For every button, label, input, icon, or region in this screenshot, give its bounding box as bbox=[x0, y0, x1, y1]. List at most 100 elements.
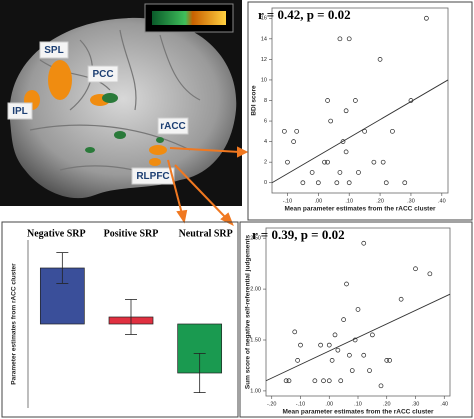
point bbox=[325, 98, 330, 103]
point bbox=[334, 180, 340, 186]
point bbox=[328, 118, 334, 124]
brain bbox=[9, 17, 237, 199]
y-tick-label: 4 bbox=[264, 139, 267, 145]
x-tick-label: .20 bbox=[376, 198, 384, 204]
point bbox=[335, 347, 341, 353]
point bbox=[347, 352, 352, 358]
category-label: Positive SRP bbox=[104, 228, 159, 239]
point bbox=[321, 378, 326, 384]
x-tick-label: .00 bbox=[314, 198, 322, 204]
x-tick-label: .20 bbox=[383, 401, 391, 407]
point bbox=[282, 128, 287, 134]
category-label: Negative SRP bbox=[27, 228, 86, 239]
fit-line bbox=[265, 293, 451, 382]
point bbox=[343, 108, 349, 114]
point bbox=[295, 358, 300, 363]
x-axis-title: Mean parameter estimates from the rACC c… bbox=[283, 409, 434, 416]
region-label: PCC bbox=[92, 69, 113, 80]
point bbox=[283, 378, 289, 384]
point bbox=[326, 342, 332, 348]
point bbox=[361, 352, 367, 358]
y-tick-label: 1.00 bbox=[250, 388, 261, 394]
region-label: RLPFC bbox=[136, 171, 169, 182]
point bbox=[285, 159, 290, 165]
point bbox=[337, 36, 343, 42]
point bbox=[329, 358, 335, 363]
x-tick-label: .30 bbox=[412, 401, 420, 407]
y-axis-title: Sum score of negative self-referential j… bbox=[245, 235, 252, 390]
point bbox=[377, 57, 383, 62]
panel-frame bbox=[247, 1, 473, 221]
y-tick-label: 2.50 bbox=[250, 236, 261, 242]
point bbox=[346, 36, 352, 42]
point bbox=[355, 307, 361, 312]
plot-area bbox=[271, 7, 449, 194]
y-tick-label: 0 bbox=[264, 180, 267, 186]
region-label: IPL bbox=[12, 106, 28, 117]
x-tick-label: .40 bbox=[438, 198, 446, 204]
y-tick-label: 10 bbox=[261, 77, 267, 83]
y-tick-label: 12 bbox=[261, 57, 267, 63]
point bbox=[387, 358, 392, 363]
point bbox=[294, 128, 300, 134]
point bbox=[340, 139, 346, 144]
point bbox=[361, 240, 367, 246]
y-tick-label: 16 bbox=[261, 16, 267, 22]
point bbox=[318, 342, 323, 348]
annotation: r = 0.42, p = 0.02 bbox=[258, 7, 351, 22]
point bbox=[371, 159, 377, 165]
point bbox=[337, 170, 343, 175]
point bbox=[291, 139, 296, 144]
point bbox=[322, 159, 327, 165]
activation-blobs bbox=[24, 60, 167, 166]
y-tick-label: 14 bbox=[261, 36, 267, 42]
y-tick-label: 6 bbox=[264, 119, 267, 125]
region-label: rACC bbox=[160, 121, 186, 132]
label-box bbox=[157, 117, 189, 135]
y-tick-label: 2.00 bbox=[250, 287, 261, 293]
x-axis-title: Mean parameter estimates from the rACC c… bbox=[285, 206, 436, 213]
y-axis-title: Parameter estimates from rACC cluster bbox=[11, 263, 18, 385]
point bbox=[424, 15, 429, 21]
point bbox=[338, 378, 344, 384]
x-tick-label: .30 bbox=[407, 198, 415, 204]
x-tick-label: .10 bbox=[345, 198, 353, 204]
x-tick-label: -.10 bbox=[283, 198, 292, 204]
region-label: SPL bbox=[44, 45, 63, 56]
point bbox=[292, 329, 298, 335]
point bbox=[390, 128, 395, 134]
x-tick-label: .10 bbox=[354, 401, 362, 407]
point bbox=[349, 368, 355, 373]
point bbox=[380, 159, 386, 165]
y-tick-label: 8 bbox=[264, 98, 267, 104]
point bbox=[312, 378, 318, 384]
point bbox=[408, 98, 414, 103]
deactivation-blobs bbox=[85, 93, 164, 153]
point bbox=[300, 180, 306, 186]
point bbox=[326, 378, 332, 384]
charts: -.10 .00 .10 .20 .30 .40 0 2 4 6 8 10 12 14 16 Mean par… bbox=[11, 7, 451, 416]
y-axis-title: BDI score bbox=[251, 85, 258, 116]
label-box bbox=[7, 102, 33, 120]
plot-area bbox=[265, 227, 451, 397]
arrows bbox=[167, 146, 249, 227]
x-tick-label: .00 bbox=[325, 401, 333, 407]
point bbox=[367, 368, 372, 373]
brain-panel: SPL PCC IPL rACC RLPFC bbox=[0, 0, 249, 227]
point bbox=[370, 332, 375, 338]
point bbox=[315, 180, 321, 186]
y-tick-label: 2 bbox=[264, 160, 267, 166]
point bbox=[402, 180, 408, 186]
label-box bbox=[39, 41, 69, 59]
brain-labels: SPL PCC IPL rACC RLPFC bbox=[7, 41, 189, 185]
point bbox=[332, 332, 338, 338]
label-box bbox=[131, 167, 175, 185]
point bbox=[343, 149, 349, 155]
annotation: r = 0.39, p = 0.02 bbox=[252, 227, 345, 242]
point bbox=[325, 159, 330, 165]
label-box bbox=[87, 65, 119, 83]
point bbox=[298, 342, 303, 348]
point bbox=[378, 383, 384, 389]
point bbox=[341, 317, 346, 322]
